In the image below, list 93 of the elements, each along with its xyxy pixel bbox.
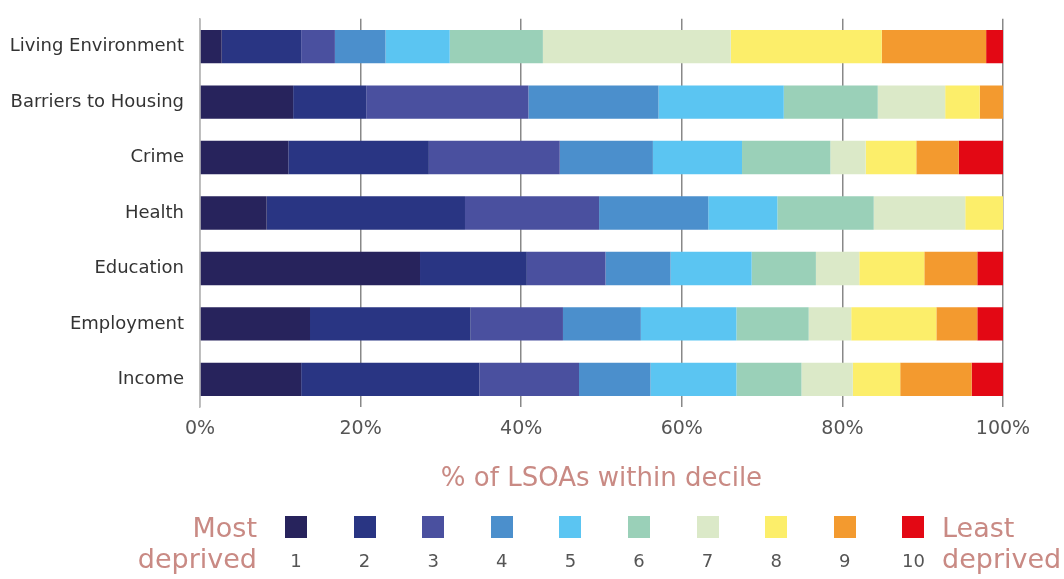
bar: [730, 29, 882, 64]
legend-label: 1: [289, 550, 303, 571]
x-tick-label: 60%: [660, 415, 703, 438]
bar: [900, 362, 972, 397]
x-tick-label: 100%: [975, 415, 1031, 438]
bar: [815, 251, 860, 286]
bar: [965, 196, 1003, 230]
legend-label: 7: [700, 550, 715, 571]
bar: [200, 85, 294, 119]
bar: [708, 196, 778, 230]
bar: [526, 251, 606, 286]
x-axis-title: % of LSOAs within decile: [439, 462, 764, 492]
legend-label: 10: [900, 550, 926, 571]
legend-label: 2: [357, 550, 372, 571]
bar: [945, 85, 980, 119]
bar: [865, 140, 917, 175]
bar: [542, 29, 731, 64]
bar: [979, 85, 1003, 119]
bar: [640, 307, 737, 341]
legend-label: 6: [632, 550, 646, 571]
bar: [479, 362, 580, 397]
x-tick-label: 40%: [500, 415, 543, 438]
bar: [986, 29, 1003, 64]
text: Most deprived: [136, 512, 257, 574]
bar: [873, 196, 966, 230]
bar: [742, 140, 831, 175]
x-tick-label: 20%: [339, 415, 382, 438]
bar: [266, 196, 465, 230]
bar: [200, 196, 267, 230]
y-tick-label: Crime: [130, 145, 184, 167]
bar: [830, 140, 866, 175]
bar: [924, 251, 978, 286]
bar: [977, 307, 1003, 341]
bar: [449, 29, 543, 64]
legend-label: 3: [426, 550, 440, 571]
bar: [916, 140, 959, 175]
bar: [808, 307, 852, 341]
x-tick-label: 0%: [184, 415, 216, 438]
y-tick-label: Health: [124, 200, 184, 222]
bar: [859, 251, 925, 286]
bar: [559, 140, 653, 175]
bar: [200, 251, 421, 286]
y-tick-label: Living Environment: [9, 34, 184, 56]
bar: [200, 307, 311, 341]
text: Least deprived: [942, 512, 1063, 574]
bar: [751, 251, 816, 286]
bar: [650, 362, 737, 397]
bar: [562, 307, 641, 341]
y-tick-label: Education: [94, 256, 184, 278]
bar: [464, 196, 600, 230]
bar: [428, 140, 560, 175]
bar: [652, 140, 743, 175]
bar: [670, 251, 752, 286]
bar: [420, 251, 527, 286]
y-tick-label: Employment: [69, 311, 184, 333]
bar: [605, 251, 671, 286]
bar: [385, 29, 450, 64]
bar: [310, 307, 471, 341]
x-tick-label: 80%: [821, 415, 864, 438]
bar: [977, 251, 1003, 286]
bar: [470, 307, 563, 341]
bar: [777, 196, 874, 230]
bar: [736, 307, 809, 341]
bar: [301, 29, 335, 64]
bar: [200, 29, 222, 64]
bar: [736, 362, 802, 397]
bar: [658, 85, 784, 119]
bar: [801, 362, 853, 397]
legend-label: 5: [563, 550, 578, 571]
bar: [579, 362, 651, 397]
bar: [877, 85, 946, 119]
bar: [301, 362, 480, 397]
bar: [599, 196, 709, 230]
bar: [293, 85, 367, 119]
bar: [221, 29, 302, 64]
bar: [366, 85, 529, 119]
legend-label: 4: [495, 550, 509, 571]
bar: [288, 140, 429, 175]
bar: [528, 85, 659, 119]
bar: [971, 362, 1003, 397]
y-tick-label: Barriers to Housing: [10, 89, 184, 111]
bar: [783, 85, 878, 119]
bar: [334, 29, 386, 64]
bar: [881, 29, 987, 64]
bar: [936, 307, 978, 341]
legend-label: 9: [838, 550, 852, 571]
bar: [958, 140, 1003, 175]
y-tick-label: Income: [117, 367, 184, 389]
bar: [851, 307, 937, 341]
bar: [200, 362, 302, 397]
bar: [852, 362, 901, 397]
bar: [200, 140, 289, 175]
legend-label: 8: [769, 550, 783, 571]
